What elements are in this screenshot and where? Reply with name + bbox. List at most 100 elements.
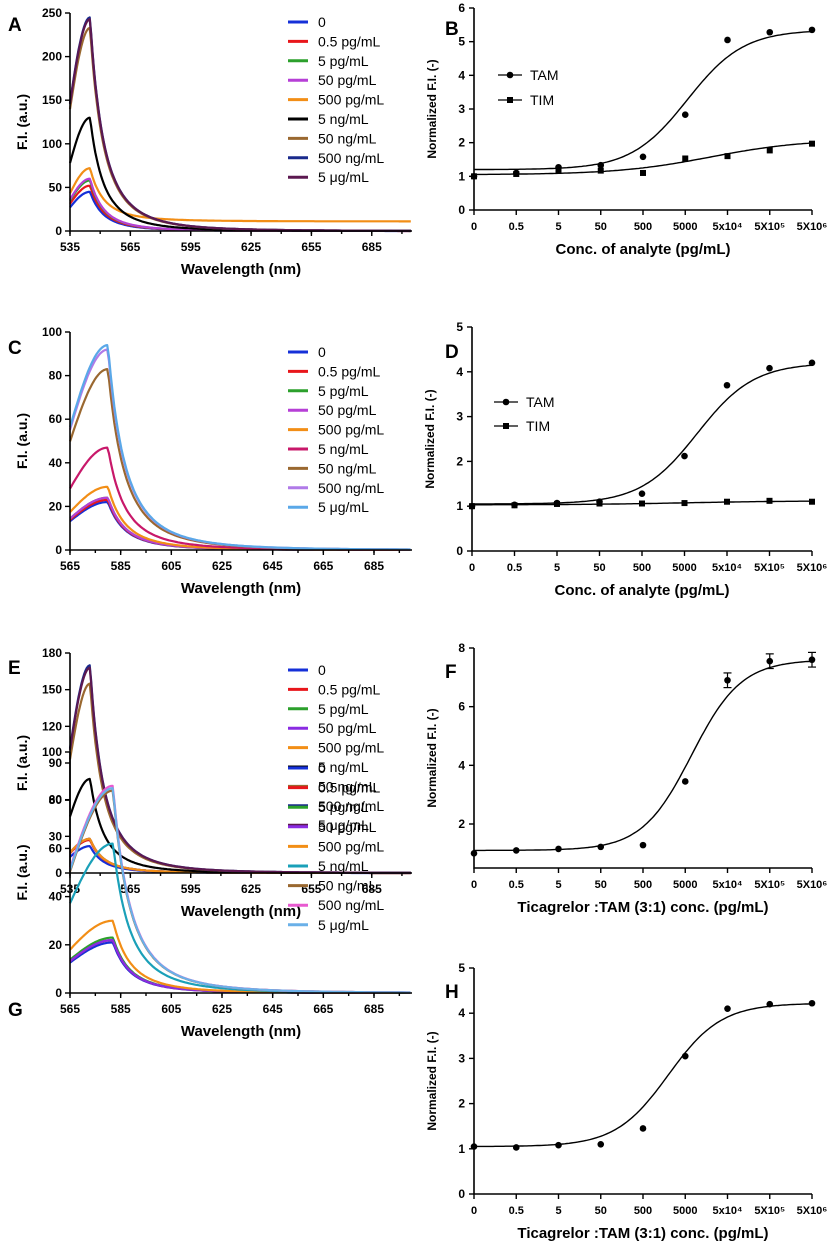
y-tick-label: 0 (55, 543, 62, 557)
legend-label: 5 pg/mL (318, 53, 369, 69)
legend-label: 5 μg/mL (318, 169, 369, 185)
data-point (724, 153, 731, 160)
legend-label: 500 ng/mL (318, 480, 384, 496)
x-tick-label: 5X10⁶ (797, 1205, 828, 1217)
x-tick-label: 645 (263, 1002, 283, 1016)
legend-label: 0.5 pg/mL (318, 681, 380, 697)
data-point (723, 381, 731, 389)
data-point (682, 155, 689, 162)
x-tick-label: 5X10⁵ (754, 879, 785, 891)
data-point (597, 843, 605, 851)
data-point (724, 36, 731, 44)
x-tick-label: 565 (120, 882, 140, 896)
x-tick-label: 0 (471, 879, 477, 891)
data-point (766, 1000, 774, 1008)
legend-label: 500 ng/mL (318, 150, 384, 166)
data-point (554, 500, 560, 507)
data-point (639, 1125, 647, 1132)
x-axis-title: Conc. of analyte (pg/mL) (555, 241, 730, 258)
panel-label: A (8, 15, 22, 36)
legend-label: 500 ng/mL (318, 897, 384, 913)
legend-label: 5 pg/mL (318, 383, 369, 399)
y-tick-label: 5 (458, 961, 465, 975)
y-tick-label: 4 (458, 758, 465, 772)
legend-label: 5 pg/mL (318, 701, 369, 717)
x-tick-label: 595 (181, 240, 201, 254)
panel-a: A 0 50 100 150 200 250 535 565 595 625 655 685 Wavele… (8, 6, 412, 278)
x-tick-label: 665 (313, 559, 333, 573)
y-tick-label: 3 (456, 410, 463, 424)
legend-label: 5 μg/mL (318, 917, 369, 933)
legend-label: 0.5 pg/mL (318, 363, 380, 379)
panel-label: F (445, 662, 457, 683)
legend-marker (507, 97, 513, 103)
x-tick-label: 655 (301, 240, 321, 254)
x-tick-label: 50 (595, 879, 607, 891)
data-point (681, 1052, 689, 1060)
x-tick-label: 565 (120, 240, 140, 254)
x-tick-label: 605 (161, 559, 181, 573)
x-axis-title: Wavelength (nm) (181, 903, 301, 920)
axis-lines (473, 8, 812, 211)
legend-label: 50 pg/mL (318, 72, 377, 88)
y-tick-label: 4 (458, 68, 465, 82)
x-tick-label: 5000 (672, 562, 696, 574)
x-tick-label: 605 (161, 1002, 181, 1016)
x-tick-label: 50 (593, 562, 605, 574)
legend-label: 50 ng/mL (318, 878, 377, 894)
data-point (724, 498, 730, 505)
fit-curve-0 (474, 30, 813, 171)
y-tick-label: 3 (458, 1051, 465, 1065)
y-tick-label: 0 (55, 224, 62, 238)
x-tick-label: 5 (555, 221, 561, 233)
y-axis-title: Normalized F.I. (-) (425, 59, 439, 158)
y-tick-label: 250 (42, 6, 62, 20)
legend-label: 5 ng/mL (318, 441, 369, 457)
legend-label: 0 (318, 344, 326, 360)
y-tick-label: 2 (458, 1097, 465, 1111)
data-point (640, 169, 646, 176)
legend-marker (502, 398, 510, 406)
y-axis-title: F.I. (a.u.) (14, 735, 30, 791)
data-point (597, 167, 604, 174)
x-tick-label: 5X10⁶ (797, 879, 828, 891)
data-point (808, 656, 816, 664)
x-tick-label: 565 (60, 1002, 80, 1016)
y-tick-label: 0 (456, 544, 463, 558)
x-tick-label: 625 (241, 240, 261, 254)
data-point (638, 490, 646, 497)
axis-lines (473, 648, 812, 869)
data-point (808, 999, 816, 1007)
legend-label: TAM (526, 394, 555, 410)
y-tick-label: 90 (49, 756, 63, 770)
panel-label: H (445, 982, 459, 1003)
data-point (597, 161, 605, 169)
legend-label: 500 ng/mL (318, 798, 384, 814)
legend-label: 500 pg/mL (318, 422, 384, 438)
y-tick-label: 80 (49, 793, 63, 807)
x-tick-label: 5x10⁴ (713, 221, 743, 233)
legend-label: 500 pg/mL (318, 838, 384, 854)
y-tick-label: 200 (42, 50, 62, 64)
data-point (596, 500, 603, 507)
y-tick-label: 120 (42, 719, 62, 733)
y-axis-title: Normalized F.I. (-) (425, 1031, 439, 1130)
legend-label: 5 ng/mL (318, 759, 369, 775)
data-point (639, 500, 645, 507)
x-tick-label: 0 (471, 1205, 477, 1217)
y-tick-label: 5 (458, 35, 465, 49)
y-tick-label: 100 (42, 137, 62, 151)
x-tick-label: 535 (60, 240, 80, 254)
data-point (555, 845, 562, 853)
axis-lines (471, 327, 812, 552)
legend-label: TIM (526, 418, 550, 434)
data-point (808, 26, 816, 34)
y-tick-label: 0 (55, 866, 62, 880)
data-point (766, 497, 773, 504)
x-tick-label: 645 (263, 559, 283, 573)
x-tick-label: 685 (364, 1002, 384, 1016)
